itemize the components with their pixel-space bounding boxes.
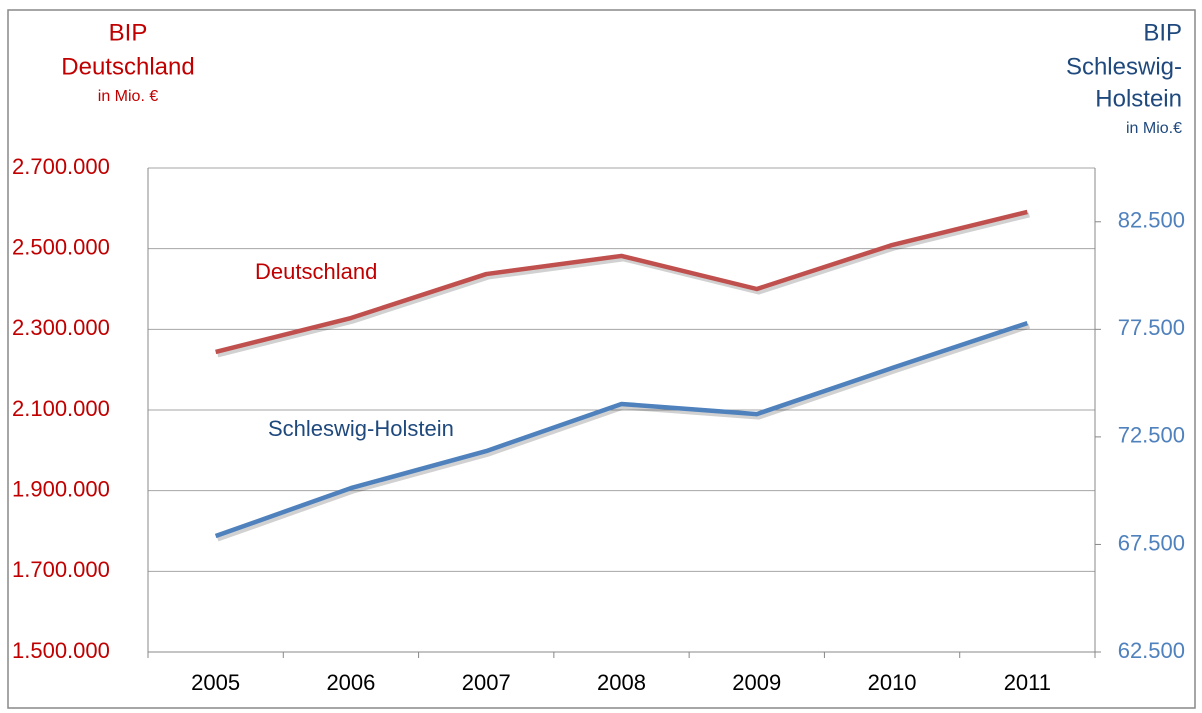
- x-tick-label: 2011: [1004, 670, 1051, 695]
- x-tick-label: 2006: [326, 670, 375, 695]
- y2-axis-title: BIP: [1143, 19, 1182, 46]
- y-tick-label: 2.100.000: [12, 396, 110, 421]
- x-tick-label: 2008: [597, 670, 646, 695]
- y2-axis-title: Schleswig-: [1066, 53, 1182, 80]
- x-tick-label: 2007: [462, 670, 511, 695]
- y-tick-label: 1.700.000: [12, 557, 110, 582]
- y-tick-label: 1.500.000: [12, 638, 110, 663]
- y-tick-label: 2.300.000: [12, 315, 110, 340]
- y-tick-label: 2.500.000: [12, 234, 110, 259]
- y2-tick-label: 72.500: [1118, 423, 1185, 448]
- line: [215, 209, 1028, 355]
- y-axis-title: Deutschland: [61, 53, 194, 80]
- line-shadow: [216, 323, 1031, 542]
- legend-label: Schleswig-Holstein: [268, 416, 454, 441]
- y2-axis-title: in Mio.€: [1126, 120, 1182, 137]
- y2-tick-label: 67.500: [1118, 530, 1185, 555]
- x-tick-label: 2009: [732, 670, 781, 695]
- y2-tick-label: 82.500: [1118, 208, 1185, 233]
- legend-label: Deutschland: [255, 259, 377, 284]
- y-tick-label: 2.700.000: [12, 154, 110, 179]
- chart-frame: [7, 9, 1196, 709]
- line-shadow: [217, 212, 1030, 358]
- y2-tick-label: 77.500: [1118, 315, 1185, 340]
- line: [214, 320, 1029, 539]
- y2-tick-label: 62.500: [1118, 638, 1185, 663]
- x-tick-label: 2010: [868, 670, 917, 695]
- y-axis-title: in Mio. €: [98, 88, 159, 105]
- y2-axis-title: Holstein: [1095, 85, 1182, 112]
- y-tick-label: 1.900.000: [12, 476, 110, 501]
- x-tick-label: 2005: [191, 670, 240, 695]
- y-axis-title: BIP: [109, 19, 148, 46]
